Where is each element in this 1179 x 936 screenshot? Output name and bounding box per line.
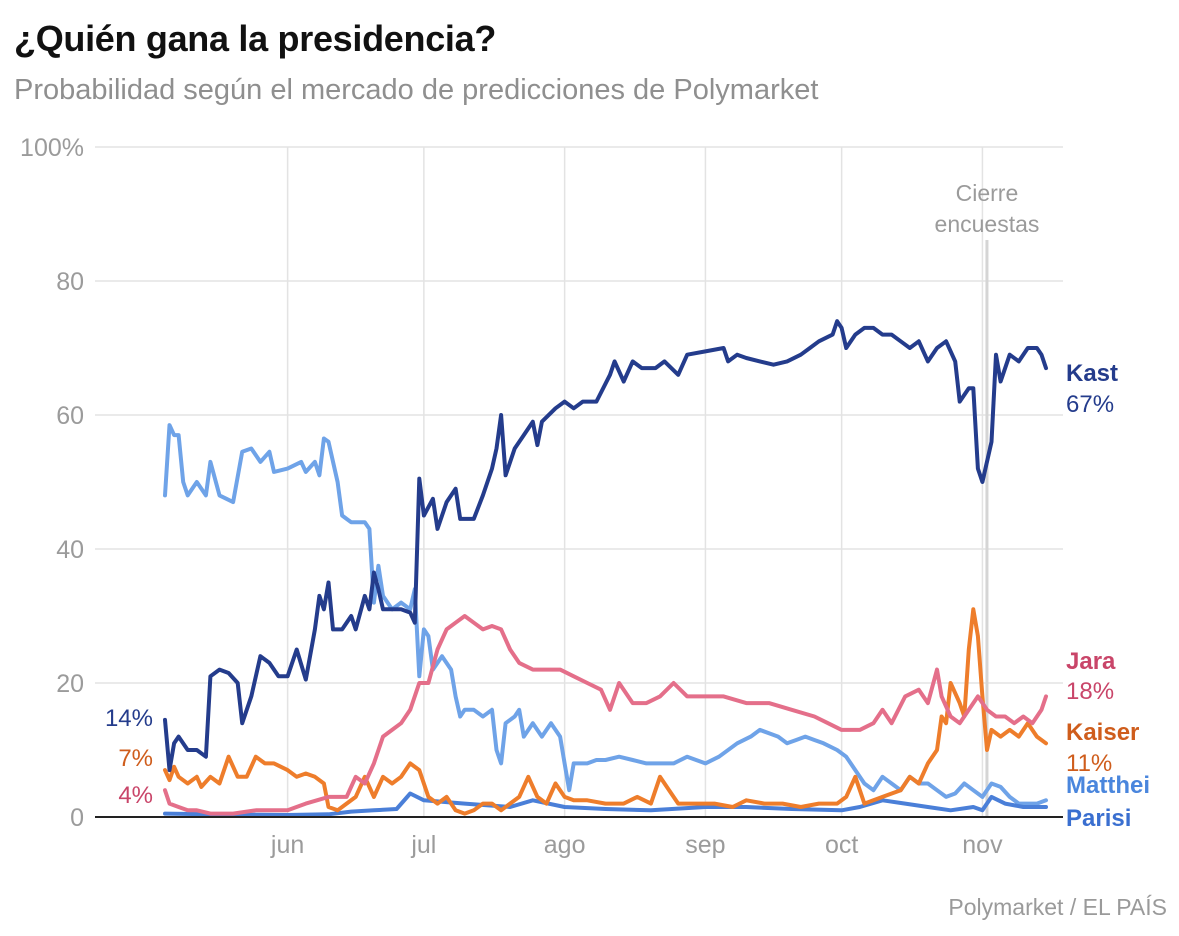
axes: 100% 80 60 40 20 0 jun jul ago sep oct nov: [20, 134, 1063, 859]
y-tick-label: 20: [56, 670, 84, 698]
annotation-label: encuestas: [935, 211, 1040, 237]
chart-subtitle: Probabilidad según el mercado de predicc…: [14, 74, 819, 106]
series-end-label: Jara: [1066, 648, 1116, 675]
series-end-label: Matthei: [1066, 772, 1150, 799]
x-tick-label: jul: [410, 831, 436, 859]
series-line-parisi: [163, 791, 1048, 817]
series-lines: [163, 319, 1048, 817]
series-end-label: Kast: [1066, 360, 1118, 387]
series-line-matthei: [163, 423, 1048, 806]
series-end-value-label: 18%: [1066, 678, 1114, 705]
x-tick-label: oct: [825, 831, 858, 859]
source-credit: Polymarket / EL PAÍS: [948, 894, 1167, 920]
annotation-label: Cierre: [956, 180, 1019, 206]
annotation: Cierre encuestas: [935, 180, 1040, 817]
series-labels: Matthei Parisi Kaiser 11% 7% Jara 18% 4% Kast 67%…: [105, 360, 1150, 832]
series-line-jara: [163, 614, 1048, 816]
series-end-label: Parisi: [1066, 805, 1131, 832]
x-tick-label: ago: [544, 831, 586, 859]
chart-title: ¿Quién gana la presidencia?: [14, 18, 497, 59]
y-tick-label: 40: [56, 536, 84, 564]
x-tick-label: nov: [962, 831, 1003, 859]
x-tick-label: sep: [685, 831, 725, 859]
series-start-label: 4%: [118, 782, 153, 809]
series-end-value-label: 11%: [1066, 750, 1112, 777]
series-start-label: 14%: [105, 705, 153, 732]
y-tick-label: 100%: [20, 134, 84, 162]
series-line-kaiser: [163, 607, 1048, 816]
series-start-label: 7%: [118, 745, 153, 772]
y-tick-label: 80: [56, 268, 84, 296]
y-tick-label: 60: [56, 402, 84, 430]
series-line-kast: [163, 319, 1048, 773]
series-end-label: Kaiser: [1066, 719, 1139, 746]
x-tick-label: jun: [270, 831, 304, 859]
y-tick-label: 0: [70, 804, 84, 832]
series-end-value-label: 67%: [1066, 391, 1114, 418]
